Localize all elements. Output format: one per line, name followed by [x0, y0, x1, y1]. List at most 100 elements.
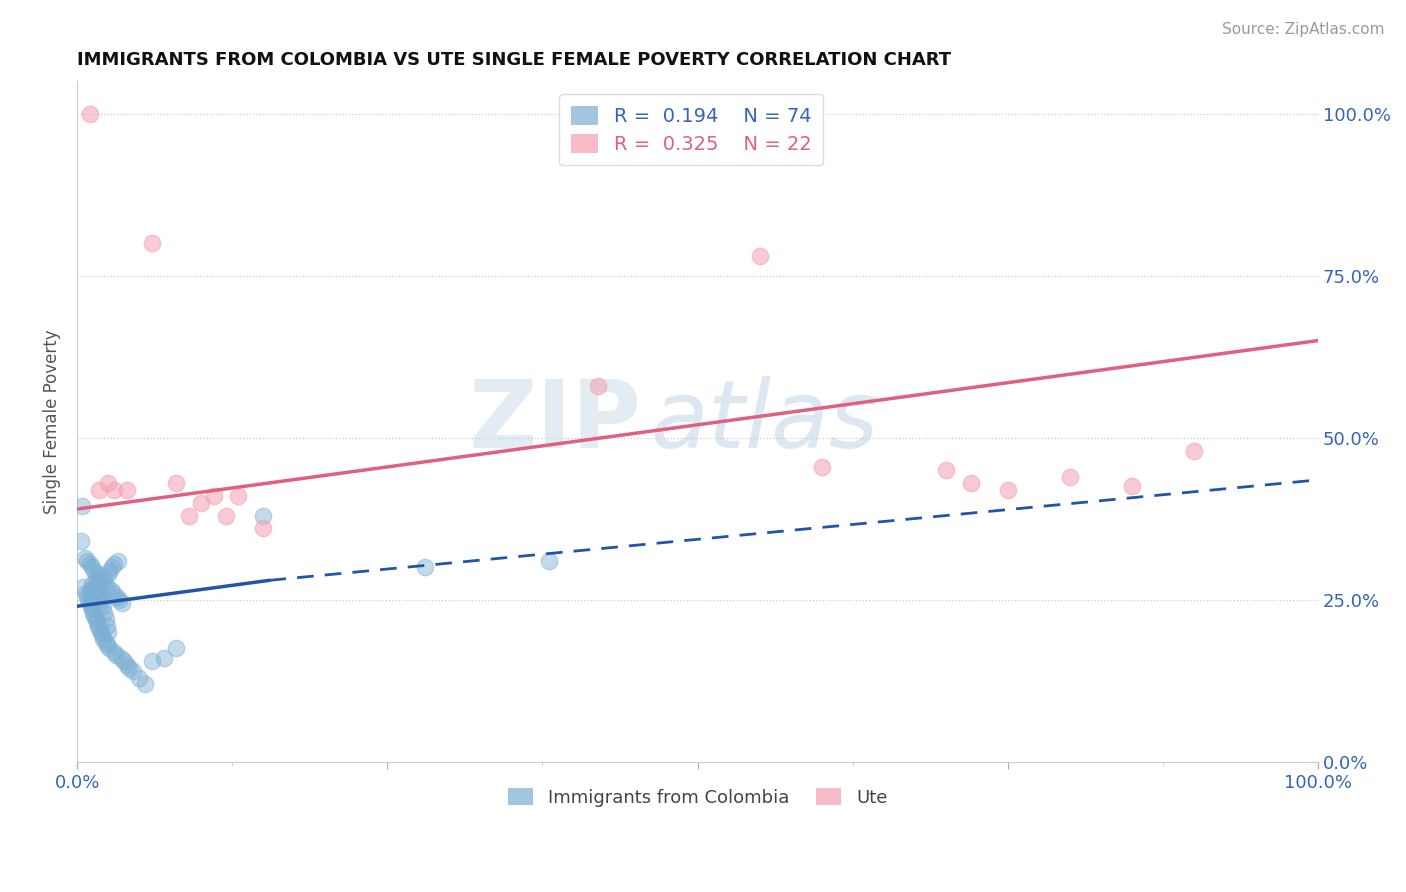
- Point: [190, 495, 212, 509]
- Point: [97, 476, 120, 491]
- Point: [108, 592, 131, 607]
- Point: [165, 641, 187, 656]
- Point: [80, 586, 103, 600]
- Point: [72, 580, 94, 594]
- Point: [90, 628, 112, 642]
- Point: [588, 379, 610, 393]
- Point: [80, 576, 103, 591]
- Y-axis label: Single Female Poverty: Single Female Poverty: [44, 329, 60, 514]
- Point: [80, 602, 103, 616]
- Point: [111, 596, 134, 610]
- Text: Source: ZipAtlas.com: Source: ZipAtlas.com: [1222, 22, 1385, 37]
- Point: [70, 499, 93, 513]
- Point: [91, 632, 114, 646]
- Point: [215, 508, 238, 523]
- Point: [77, 592, 100, 607]
- Point: [93, 606, 115, 620]
- Point: [141, 236, 163, 251]
- Point: [112, 654, 135, 668]
- Point: [103, 483, 125, 497]
- Point: [1059, 469, 1081, 483]
- Point: [810, 459, 832, 474]
- Point: [103, 557, 125, 571]
- Point: [89, 586, 111, 600]
- Text: atlas: atlas: [651, 376, 879, 467]
- Point: [80, 599, 103, 614]
- Point: [98, 641, 121, 656]
- Point: [89, 622, 111, 636]
- Text: ZIP: ZIP: [468, 376, 641, 467]
- Point: [79, 107, 101, 121]
- Point: [86, 615, 108, 630]
- Point: [252, 508, 274, 523]
- Point: [134, 677, 156, 691]
- Point: [89, 483, 111, 497]
- Point: [75, 586, 97, 600]
- Point: [86, 592, 108, 607]
- Point: [997, 483, 1019, 497]
- Point: [103, 645, 125, 659]
- Point: [82, 606, 104, 620]
- Point: [107, 554, 129, 568]
- Point: [80, 560, 103, 574]
- Point: [115, 657, 138, 672]
- Point: [537, 554, 560, 568]
- Point: [97, 566, 120, 581]
- Point: [93, 576, 115, 591]
- Point: [94, 635, 117, 649]
- Point: [97, 625, 120, 640]
- Point: [118, 661, 141, 675]
- Point: [153, 651, 176, 665]
- Point: [76, 590, 98, 604]
- Point: [413, 560, 436, 574]
- Point: [84, 574, 107, 588]
- Point: [202, 489, 225, 503]
- Point: [94, 612, 117, 626]
- Point: [110, 651, 132, 665]
- Point: [79, 557, 101, 571]
- Point: [73, 550, 96, 565]
- Point: [82, 590, 104, 604]
- Legend: Immigrants from Colombia, Ute: Immigrants from Colombia, Ute: [501, 780, 894, 814]
- Point: [84, 582, 107, 597]
- Point: [115, 483, 138, 497]
- Point: [935, 463, 957, 477]
- Point: [79, 582, 101, 597]
- Point: [128, 671, 150, 685]
- Point: [177, 508, 200, 523]
- Point: [105, 590, 128, 604]
- Point: [141, 654, 163, 668]
- Point: [83, 580, 105, 594]
- Point: [165, 476, 187, 491]
- Point: [104, 648, 127, 662]
- Point: [87, 580, 110, 594]
- Point: [90, 590, 112, 604]
- Point: [90, 596, 112, 610]
- Point: [89, 570, 111, 584]
- Point: [100, 582, 122, 597]
- Point: [96, 618, 118, 632]
- Point: [79, 596, 101, 610]
- Point: [76, 554, 98, 568]
- Point: [98, 564, 121, 578]
- Point: [96, 638, 118, 652]
- Point: [87, 618, 110, 632]
- Point: [91, 599, 114, 614]
- Point: [84, 612, 107, 626]
- Point: [101, 586, 124, 600]
- Point: [1182, 443, 1205, 458]
- Point: [101, 560, 124, 574]
- Point: [69, 534, 91, 549]
- Point: [228, 489, 250, 503]
- Point: [83, 609, 105, 624]
- Point: [252, 521, 274, 535]
- Point: [959, 476, 981, 491]
- Point: [1121, 479, 1143, 493]
- Point: [83, 564, 105, 578]
- Point: [96, 580, 118, 594]
- Point: [86, 566, 108, 581]
- Point: [90, 625, 112, 640]
- Point: [122, 664, 145, 678]
- Point: [90, 574, 112, 588]
- Text: IMMIGRANTS FROM COLOMBIA VS UTE SINGLE FEMALE POVERTY CORRELATION CHART: IMMIGRANTS FROM COLOMBIA VS UTE SINGLE F…: [77, 51, 952, 69]
